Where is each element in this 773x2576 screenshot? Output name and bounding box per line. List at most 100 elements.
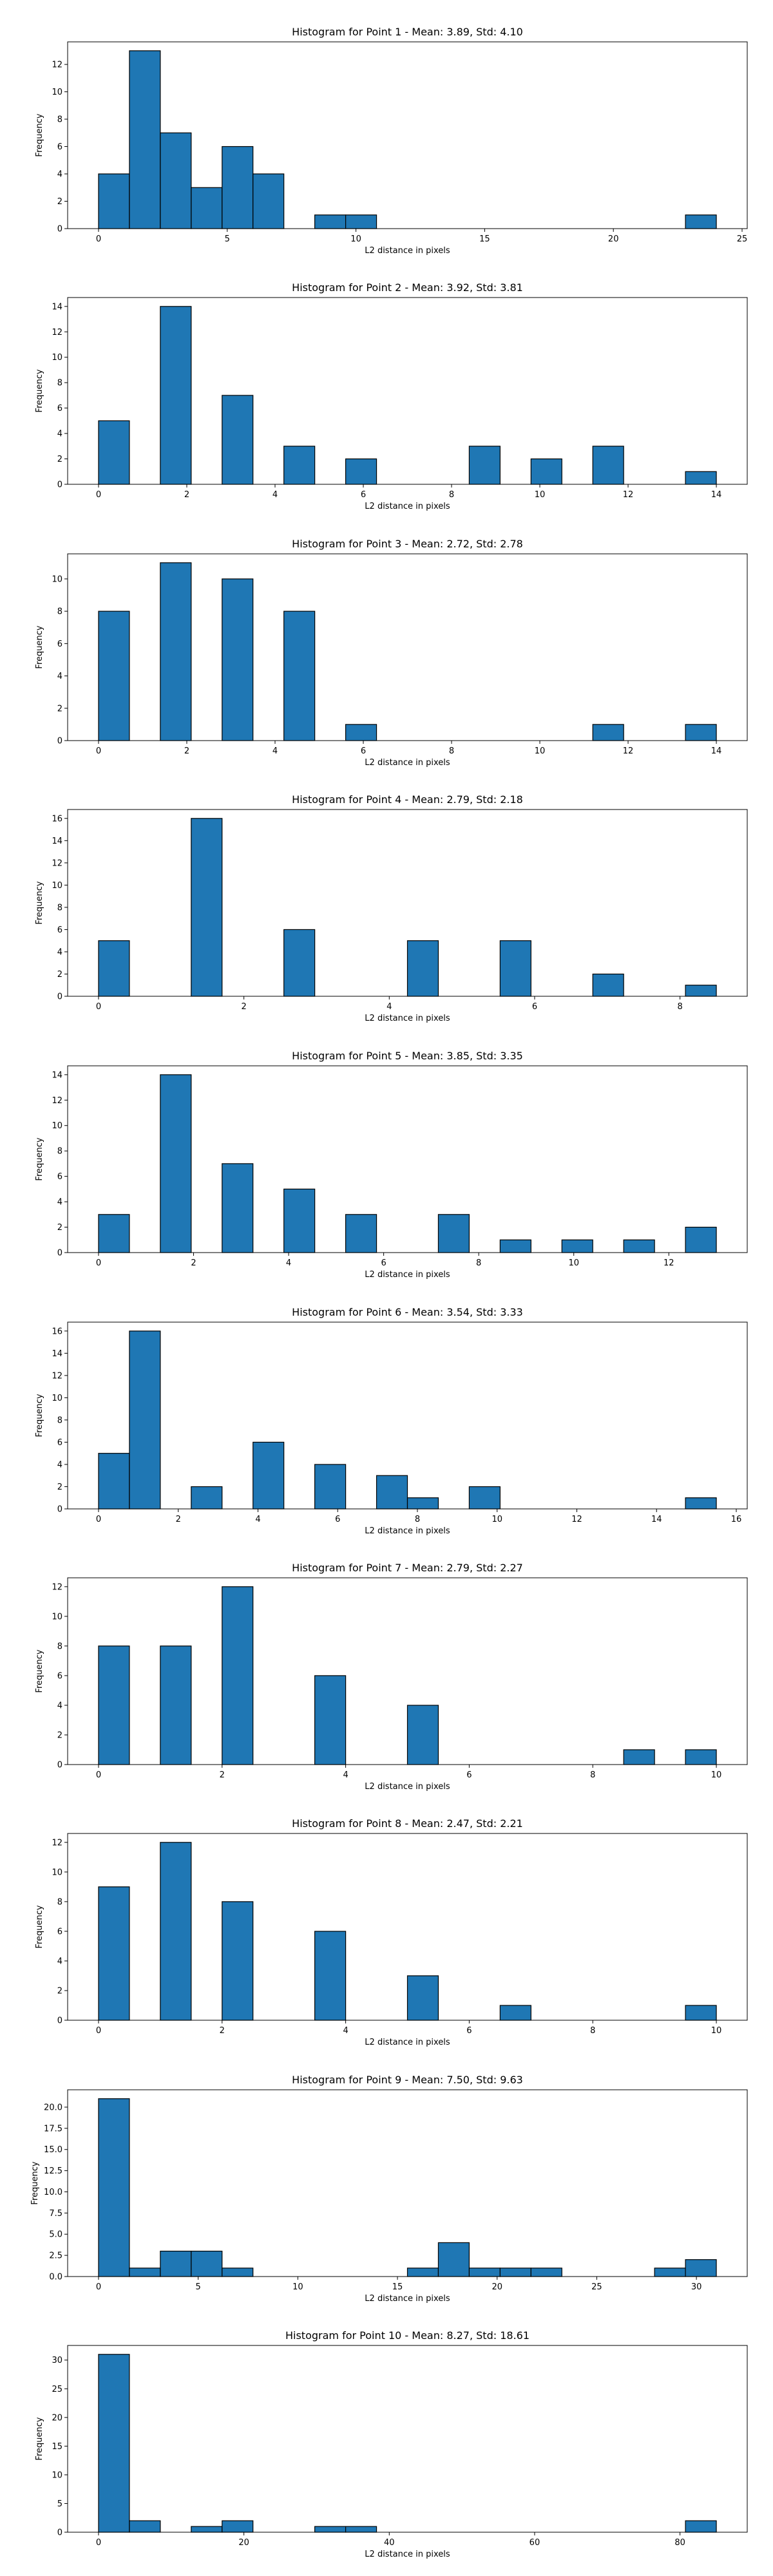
histogram-bar (98, 2354, 130, 2533)
x-tick-label: 25 (737, 234, 748, 244)
y-axis-label: Frequency (35, 1394, 44, 1437)
x-tick-label: 2 (176, 1515, 181, 1524)
x-tick-label: 4 (272, 490, 278, 500)
x-axis-label: L2 distance in pixels (365, 502, 450, 511)
x-tick-label: 0 (96, 1770, 101, 1780)
histogram-bar (406, 1497, 439, 1510)
histogram-bar (345, 2526, 377, 2533)
histogram-bar (685, 2520, 717, 2533)
x-tick-label: 10 (350, 234, 361, 244)
x-tick-label: 2 (220, 1770, 225, 1780)
histogram-bar (685, 471, 717, 485)
histogram-bar (129, 1331, 161, 1510)
x-tick-label: 15 (392, 2282, 403, 2292)
histogram-bar (314, 1931, 347, 2021)
histogram-bar (499, 2005, 531, 2021)
histogram-bar (499, 2268, 531, 2277)
histogram-bar (314, 214, 347, 229)
y-tick-label: 14 (52, 1070, 62, 1080)
x-tick-label: 6 (361, 746, 366, 756)
y-tick-label: 6 (57, 142, 62, 152)
y-axis-label: Frequency (35, 2417, 44, 2460)
y-tick-label: 0 (57, 1761, 62, 1770)
histogram-bar (98, 1645, 130, 1765)
x-tick-label: 6 (466, 1770, 472, 1780)
histogram-bar (406, 1975, 439, 2021)
y-tick-label: 6 (57, 404, 62, 413)
histogram-bar (437, 2242, 470, 2277)
y-tick-label: 12 (52, 858, 62, 868)
x-tick-label: 16 (731, 1515, 742, 1524)
x-axis-label: L2 distance in pixels (365, 1526, 450, 1536)
histogram-bar (222, 2520, 254, 2533)
plot-frame (67, 41, 748, 229)
chart-title: Histogram for Point 6 - Mean: 3.54, Std:… (292, 1306, 523, 1318)
x-tick-label: 40 (384, 2538, 395, 2548)
histogram-bar (345, 1214, 377, 1253)
x-tick-label: 0 (96, 2026, 101, 2036)
y-tick-label: 10 (52, 1121, 62, 1131)
chart-panel-3: Histogram for Point 3 - Mean: 2.72, Std:… (35, 538, 748, 768)
y-tick-label: 16 (52, 1327, 62, 1336)
histogram-bar (592, 724, 624, 741)
chart-panel-4: Histogram for Point 4 - Mean: 2.79, Std:… (35, 793, 748, 1023)
y-tick-label: 2.5 (49, 2251, 62, 2261)
y-tick-label: 0.0 (49, 2273, 62, 2282)
histogram-bar (345, 724, 377, 741)
y-tick-label: 8 (57, 115, 62, 125)
histogram-bar (98, 611, 130, 741)
histogram-bar (685, 2005, 717, 2021)
histogram-bar (499, 940, 531, 997)
plot-frame (67, 1321, 748, 1510)
histogram-bar (129, 50, 161, 229)
histogram-bar (685, 724, 717, 741)
x-tick-label: 4 (286, 1258, 291, 1268)
x-tick-label: 20 (608, 234, 619, 244)
histogram-bar (314, 2526, 347, 2533)
y-tick-label: 10 (52, 1868, 62, 1877)
plot-frame (67, 809, 748, 997)
histogram-bar (685, 214, 717, 229)
x-tick-label: 15 (479, 234, 490, 244)
x-tick-label: 2 (191, 1258, 196, 1268)
histogram-bar (468, 1486, 501, 1510)
y-tick-label: 20.0 (44, 2103, 62, 2112)
x-tick-label: 4 (343, 2026, 348, 2036)
histogram-bar (623, 1749, 655, 1765)
x-axis-label: L2 distance in pixels (365, 246, 450, 256)
histogram-bar (530, 2268, 562, 2277)
chart-panel-8: Histogram for Point 8 - Mean: 2.47, Std:… (35, 1817, 748, 2047)
y-axis-label: Frequency (30, 2161, 40, 2204)
chart-title: Histogram for Point 4 - Mean: 2.79, Std:… (292, 793, 523, 806)
x-tick-label: 8 (476, 1258, 481, 1268)
x-tick-label: 0 (96, 1515, 101, 1524)
histogram-bar (314, 1675, 347, 1765)
x-tick-label: 12 (623, 746, 634, 756)
y-tick-label: 5 (57, 2499, 62, 2509)
histogram-bar (283, 1188, 316, 1253)
y-tick-label: 10 (52, 881, 62, 891)
x-tick-label: 20 (491, 2282, 502, 2292)
x-tick-label: 10 (491, 1515, 502, 1524)
x-tick-label: 8 (449, 490, 454, 500)
histogram-bar (222, 1586, 254, 1765)
x-tick-label: 10 (535, 490, 546, 500)
histogram-bar (98, 1453, 130, 1510)
x-tick-label: 25 (591, 2282, 602, 2292)
y-axis-label: Frequency (35, 113, 44, 156)
x-axis-label: L2 distance in pixels (365, 1782, 450, 1792)
histogram-bar (685, 985, 717, 997)
chart-title: Histogram for Point 9 - Mean: 7.50, Std:… (292, 2074, 523, 2086)
x-tick-label: 30 (691, 2282, 702, 2292)
x-axis-label: L2 distance in pixels (365, 1014, 450, 1023)
x-tick-label: 6 (361, 490, 366, 500)
y-tick-label: 0 (57, 480, 62, 490)
histogram-bar (685, 1497, 717, 1510)
chart-panel-9: Histogram for Point 9 - Mean: 7.50, Std:… (30, 2074, 748, 2304)
histogram-bar (222, 1163, 254, 1253)
y-axis-label: Frequency (35, 1137, 44, 1180)
x-axis-label: L2 distance in pixels (365, 2550, 450, 2559)
y-tick-label: 4 (57, 1701, 62, 1710)
x-tick-label: 0 (96, 234, 101, 244)
chart-panel-7: Histogram for Point 7 - Mean: 2.79, Std:… (35, 1562, 748, 1792)
